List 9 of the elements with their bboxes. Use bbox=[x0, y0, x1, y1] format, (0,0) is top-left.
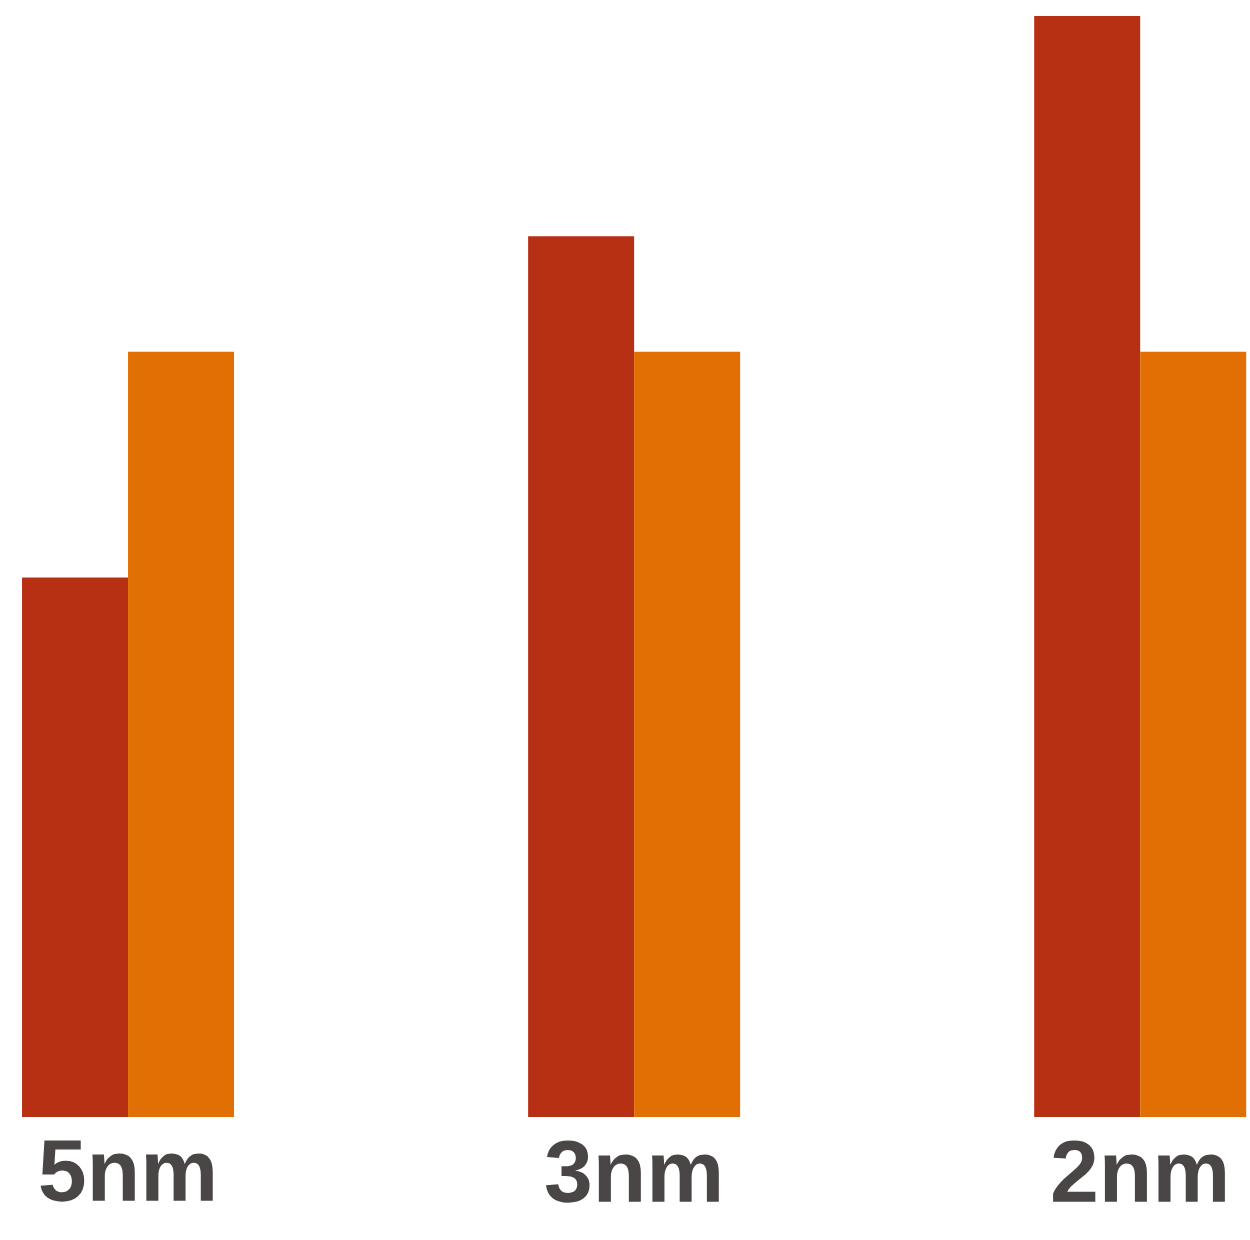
bar bbox=[634, 351, 741, 1117]
bar bbox=[1140, 351, 1247, 1117]
x-tick-label: 3nm bbox=[546, 1140, 719, 1203]
bar bbox=[128, 351, 235, 1117]
bar bbox=[22, 577, 129, 1117]
bar bbox=[528, 236, 635, 1117]
x-tick-label: 2nm bbox=[1053, 1140, 1225, 1202]
x-tick-label: 5nm bbox=[40, 1140, 213, 1202]
bar bbox=[1034, 15, 1141, 1117]
